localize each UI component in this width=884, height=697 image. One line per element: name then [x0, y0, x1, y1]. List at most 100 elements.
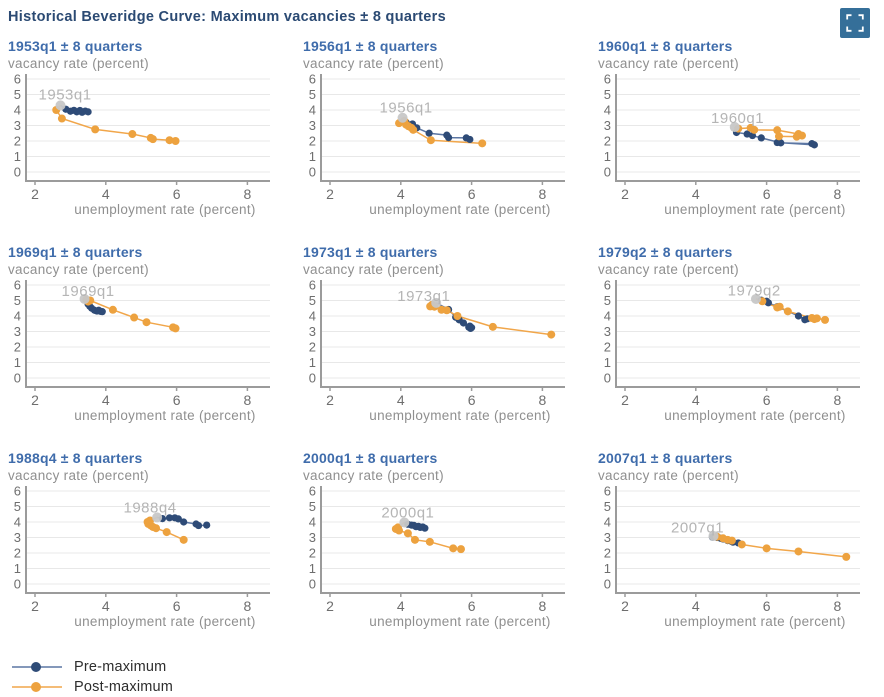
- panel-title: 1960q1 ± 8 quarters: [598, 38, 733, 54]
- svg-text:6: 6: [309, 484, 316, 499]
- svg-text:3: 3: [14, 324, 21, 339]
- svg-text:3: 3: [309, 118, 316, 133]
- x-axis-label: unemployment rate (percent): [74, 408, 256, 423]
- chart-panel-1969q1: 1969q1 ± 8 quarters vacancy rate (percen…: [8, 244, 303, 450]
- svg-text:2: 2: [604, 134, 611, 149]
- x-axis-label: unemployment rate (percent): [664, 202, 846, 217]
- y-axis-label: vacancy rate (percent): [8, 262, 149, 277]
- svg-text:2: 2: [31, 598, 39, 614]
- svg-text:2007q1: 2007q1: [671, 519, 724, 536]
- chart-panel-1979q2: 1979q2 ± 8 quarters vacancy rate (percen…: [598, 244, 884, 450]
- panel-title: 1973q1 ± 8 quarters: [303, 244, 438, 260]
- x-axis-label: unemployment rate (percent): [74, 614, 256, 629]
- svg-text:3: 3: [14, 118, 21, 133]
- svg-text:6: 6: [468, 392, 476, 408]
- svg-text:8: 8: [834, 392, 842, 408]
- svg-text:2: 2: [621, 598, 629, 614]
- chart-panel-2007q1: 2007q1 ± 8 quarters vacancy rate (percen…: [598, 450, 884, 656]
- svg-text:5: 5: [309, 87, 316, 102]
- x-axis-label: unemployment rate (percent): [664, 408, 846, 423]
- svg-text:2: 2: [604, 340, 611, 355]
- svg-text:1: 1: [309, 355, 316, 370]
- svg-text:6: 6: [763, 392, 771, 408]
- y-axis-label: vacancy rate (percent): [598, 468, 739, 483]
- svg-text:5: 5: [14, 87, 21, 102]
- svg-text:4: 4: [309, 103, 316, 118]
- svg-text:4: 4: [102, 392, 110, 408]
- x-axis-label: unemployment rate (percent): [369, 408, 551, 423]
- svg-text:2: 2: [326, 392, 334, 408]
- legend: Pre-maximum Post-maximum: [0, 657, 884, 697]
- y-axis-label: vacancy rate (percent): [303, 468, 444, 483]
- svg-text:2: 2: [14, 134, 21, 149]
- svg-text:6: 6: [173, 186, 181, 202]
- svg-text:4: 4: [14, 103, 21, 118]
- legend-label: Post-maximum: [74, 679, 174, 695]
- svg-text:0: 0: [309, 165, 316, 180]
- y-axis-label: vacancy rate (percent): [8, 56, 149, 71]
- svg-text:6: 6: [763, 598, 771, 614]
- svg-text:3: 3: [309, 530, 316, 545]
- chart-panel-1960q1: 1960q1 ± 8 quarters vacancy rate (percen…: [598, 38, 884, 244]
- chart-panel-1953q1: 1953q1 ± 8 quarters vacancy rate (percen…: [8, 38, 303, 244]
- svg-text:2: 2: [31, 392, 39, 408]
- fullscreen-icon: [846, 14, 864, 32]
- chart-panel-2000q1: 2000q1 ± 8 quarters vacancy rate (percen…: [303, 450, 598, 656]
- svg-text:2: 2: [621, 392, 629, 408]
- svg-text:3: 3: [604, 118, 611, 133]
- legend-label: Pre-maximum: [74, 659, 167, 675]
- expand-button[interactable]: [840, 8, 870, 38]
- panel-title: 1956q1 ± 8 quarters: [303, 38, 438, 54]
- legend-item-pre-maximum: Pre-maximum: [10, 657, 884, 677]
- svg-text:6: 6: [468, 598, 476, 614]
- svg-text:0: 0: [14, 165, 21, 180]
- svg-text:8: 8: [244, 598, 252, 614]
- svg-text:1: 1: [309, 149, 316, 164]
- svg-text:4: 4: [604, 309, 611, 324]
- svg-text:8: 8: [834, 598, 842, 614]
- svg-text:1960q1: 1960q1: [711, 110, 764, 127]
- post-maximum-swatch-icon: [12, 682, 62, 692]
- chart-grid: 1953q1 ± 8 quarters vacancy rate (percen…: [0, 38, 884, 656]
- svg-text:6: 6: [14, 72, 21, 87]
- svg-text:2: 2: [14, 546, 21, 561]
- svg-text:6: 6: [604, 72, 611, 87]
- svg-text:5: 5: [604, 87, 611, 102]
- x-axis-label: unemployment rate (percent): [369, 614, 551, 629]
- svg-text:6: 6: [173, 392, 181, 408]
- svg-text:6: 6: [309, 278, 316, 293]
- svg-text:6: 6: [173, 598, 181, 614]
- svg-text:8: 8: [539, 598, 547, 614]
- y-axis-label: vacancy rate (percent): [303, 262, 444, 277]
- svg-text:0: 0: [14, 371, 21, 386]
- svg-text:5: 5: [309, 293, 316, 308]
- svg-text:8: 8: [244, 186, 252, 202]
- svg-text:2000q1: 2000q1: [381, 505, 434, 522]
- svg-text:1973q1: 1973q1: [397, 288, 450, 305]
- svg-text:4: 4: [604, 515, 611, 530]
- svg-text:1: 1: [604, 561, 611, 576]
- svg-text:4: 4: [397, 186, 405, 202]
- svg-text:2: 2: [14, 340, 21, 355]
- svg-text:5: 5: [14, 499, 21, 514]
- pre-maximum-swatch-icon: [12, 662, 62, 672]
- svg-text:6: 6: [604, 278, 611, 293]
- x-axis-label: unemployment rate (percent): [369, 202, 551, 217]
- x-axis-label: unemployment rate (percent): [74, 202, 256, 217]
- svg-text:1969q1: 1969q1: [62, 283, 115, 300]
- svg-text:5: 5: [604, 499, 611, 514]
- svg-text:8: 8: [539, 186, 547, 202]
- svg-text:8: 8: [539, 392, 547, 408]
- svg-text:5: 5: [604, 293, 611, 308]
- svg-text:4: 4: [14, 309, 21, 324]
- svg-text:2: 2: [621, 186, 629, 202]
- chart-panel-1956q1: 1956q1 ± 8 quarters vacancy rate (percen…: [303, 38, 598, 244]
- legend-item-post-maximum: Post-maximum: [10, 677, 884, 697]
- panel-title: 1969q1 ± 8 quarters: [8, 244, 143, 260]
- svg-text:1953q1: 1953q1: [39, 87, 92, 104]
